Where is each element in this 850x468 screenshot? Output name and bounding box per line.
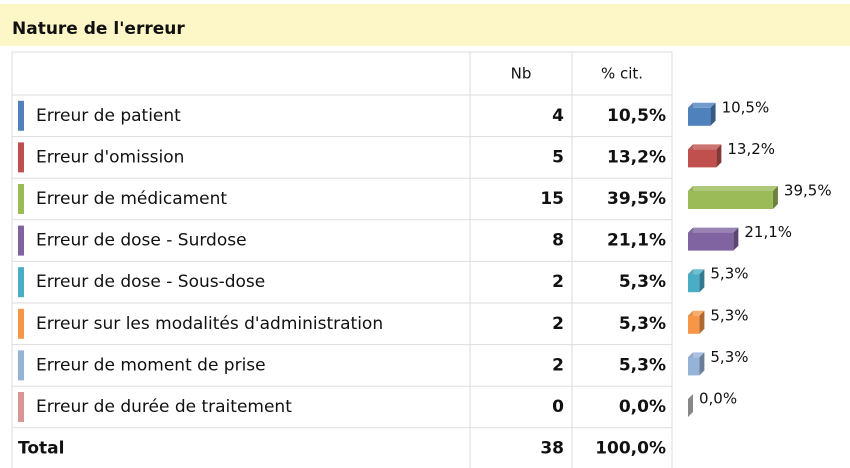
count: 0 (552, 397, 564, 417)
row-label: Erreur de moment de prise (36, 355, 266, 375)
color-marker (18, 392, 24, 422)
color-marker (18, 225, 24, 256)
bar-label: 5,3% (710, 265, 748, 283)
color-marker (18, 308, 24, 339)
total-label: Total (18, 439, 64, 459)
percent: 5,3% (619, 272, 666, 292)
percent: 10,5% (607, 106, 666, 126)
bar (688, 310, 705, 334)
row-label: Erreur de dose - Surdose (36, 231, 247, 251)
bar (688, 227, 739, 251)
col-header: Nb (511, 65, 532, 83)
bar-label: 13,2% (727, 140, 775, 158)
bar-label: 10,5% (722, 98, 770, 116)
row-label: Erreur de médicament (36, 189, 227, 209)
col-header: % cit. (601, 65, 643, 83)
bar (688, 186, 778, 209)
bar (688, 269, 705, 293)
title: Nature de l'erreur (12, 19, 185, 39)
percent: 5,3% (619, 314, 666, 334)
bar-label: 39,5% (784, 182, 832, 200)
total-count: 38 (540, 439, 564, 459)
row-label: Erreur d'omission (36, 147, 184, 167)
count: 4 (552, 106, 564, 126)
color-marker (18, 184, 24, 214)
percent: 39,5% (607, 189, 666, 209)
bar-label: 5,3% (710, 348, 748, 366)
color-marker (18, 100, 24, 131)
percent: 5,3% (619, 355, 666, 375)
percent: 0,0% (619, 397, 666, 417)
row-label: Erreur sur les modalités d'administratio… (36, 314, 383, 334)
bar (688, 352, 705, 376)
color-marker (18, 350, 24, 381)
bar-side (688, 394, 693, 417)
bar-label: 5,3% (710, 306, 748, 324)
title-band (0, 4, 850, 46)
count: 15 (540, 189, 564, 209)
row-label: Erreur de durée de traitement (36, 397, 292, 417)
count: 2 (552, 314, 564, 334)
count: 8 (552, 231, 564, 251)
bar-label: 0,0% (699, 390, 737, 408)
percent: 21,1% (607, 231, 666, 251)
bar (688, 102, 716, 126)
row-label: Erreur de dose - Sous-dose (36, 272, 265, 292)
row-label: Erreur de patient (36, 106, 181, 126)
count: 5 (552, 147, 564, 167)
color-marker (18, 267, 24, 298)
count: 2 (552, 272, 564, 292)
bar-label: 21,1% (744, 223, 792, 241)
percent: 13,2% (607, 147, 666, 167)
table-frame (11, 51, 673, 468)
total-percent: 100,0% (595, 439, 666, 459)
color-marker (18, 142, 24, 173)
bar (688, 144, 722, 168)
count: 2 (552, 355, 564, 375)
